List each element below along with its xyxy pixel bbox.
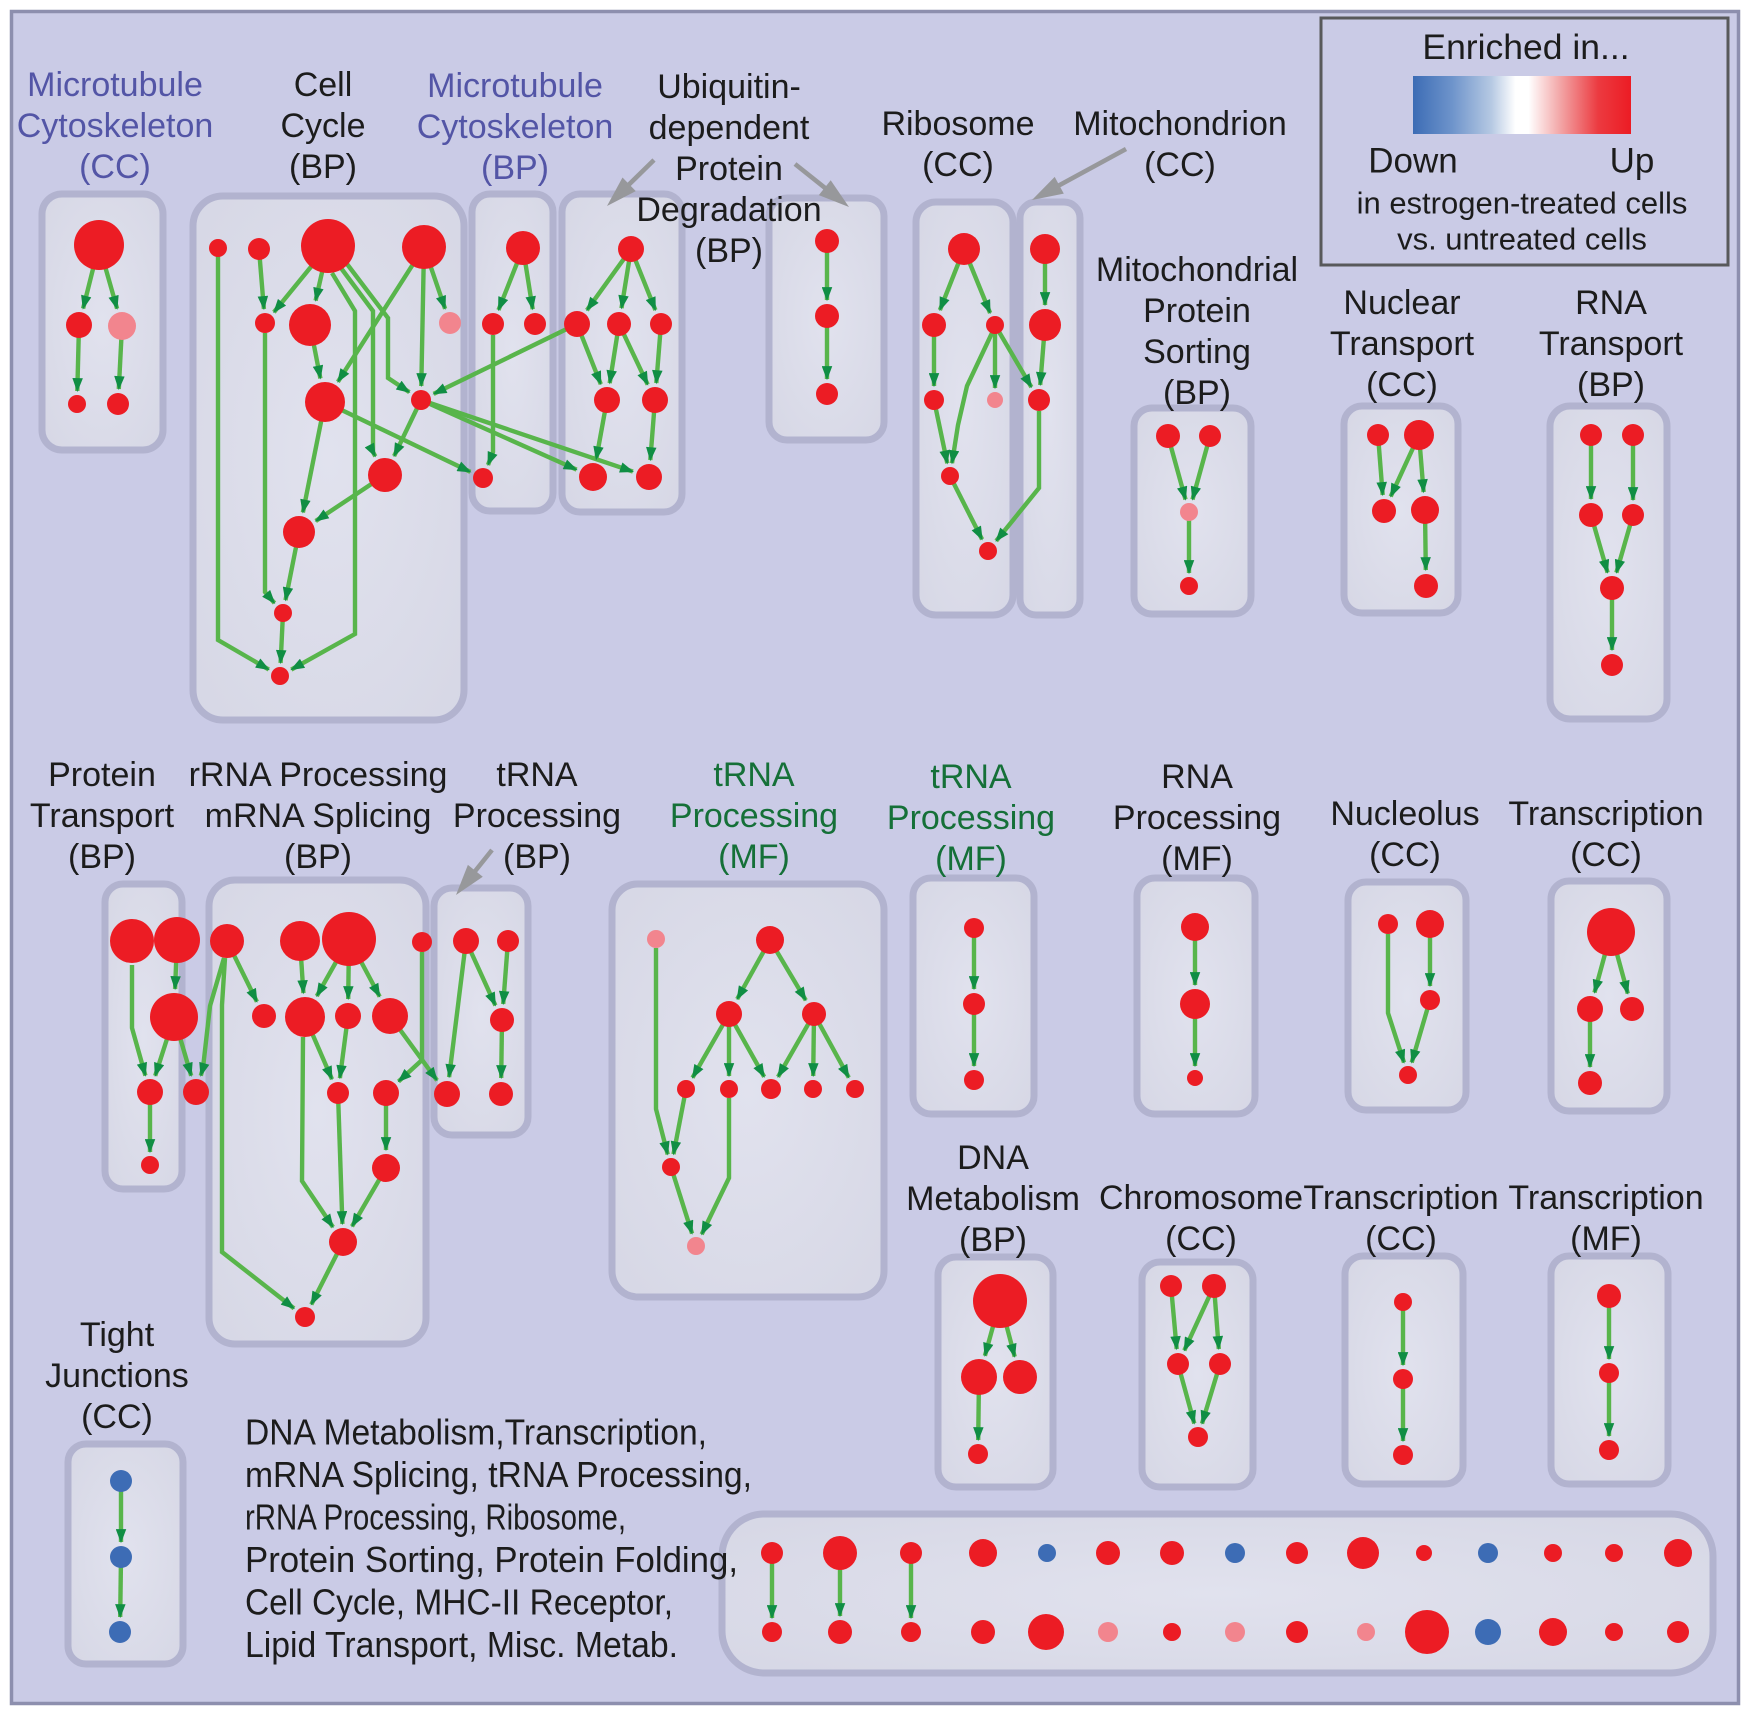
svg-text:Junctions: Junctions (45, 1357, 189, 1395)
svg-text:Microtubule: Microtubule (27, 66, 203, 104)
svg-text:vs. untreated cells: vs. untreated cells (1397, 222, 1647, 257)
svg-text:Protein: Protein (1143, 292, 1251, 330)
svg-text:mRNA Splicing, tRNA Processing: mRNA Splicing, tRNA Processing, (245, 1454, 752, 1495)
svg-text:Microtubule: Microtubule (427, 67, 603, 105)
svg-text:Ribosome: Ribosome (881, 105, 1034, 143)
svg-text:Chromosome: Chromosome (1099, 1179, 1303, 1217)
svg-text:(BP): (BP) (289, 148, 357, 186)
svg-text:Ubiquitin-: Ubiquitin- (657, 68, 801, 106)
svg-text:Sorting: Sorting (1143, 333, 1251, 371)
svg-text:Nuclear: Nuclear (1343, 284, 1460, 322)
svg-text:Cytoskeleton: Cytoskeleton (417, 108, 614, 146)
svg-text:(CC): (CC) (1570, 836, 1642, 874)
svg-text:Mitochondrion: Mitochondrion (1073, 105, 1287, 143)
svg-text:(BP): (BP) (503, 838, 571, 876)
svg-text:RNA: RNA (1575, 284, 1647, 322)
svg-text:(MF): (MF) (718, 838, 790, 876)
svg-text:(MF): (MF) (1570, 1220, 1642, 1258)
svg-text:in estrogen-treated cells: in estrogen-treated cells (1357, 186, 1688, 221)
svg-text:Transport: Transport (1539, 325, 1684, 363)
svg-text:Processing: Processing (887, 799, 1055, 837)
svg-text:Enriched in...: Enriched in... (1422, 27, 1629, 67)
svg-text:(CC): (CC) (1144, 146, 1216, 184)
svg-text:Protein: Protein (675, 150, 783, 188)
svg-text:Nucleolus: Nucleolus (1330, 795, 1479, 833)
svg-text:dependent: dependent (649, 109, 810, 147)
svg-text:(CC): (CC) (922, 146, 994, 184)
svg-text:Lipid Transport, Misc. Metab.: Lipid Transport, Misc. Metab. (245, 1624, 678, 1665)
svg-text:(BP): (BP) (695, 232, 763, 270)
svg-text:Cycle: Cycle (280, 107, 365, 145)
svg-text:(CC): (CC) (1369, 836, 1441, 874)
svg-text:Processing: Processing (670, 797, 838, 835)
svg-text:Protein: Protein (48, 756, 156, 794)
svg-text:(CC): (CC) (1365, 1220, 1437, 1258)
svg-text:RNA: RNA (1161, 758, 1233, 796)
svg-text:Transcription: Transcription (1508, 1179, 1703, 1217)
svg-text:(BP): (BP) (1577, 366, 1645, 404)
svg-text:Transport: Transport (1330, 325, 1475, 363)
svg-text:Transcription: Transcription (1508, 795, 1703, 833)
svg-text:tRNA: tRNA (496, 756, 578, 794)
svg-text:Processing: Processing (1113, 799, 1281, 837)
svg-text:Cell: Cell (294, 66, 353, 104)
svg-text:DNA: DNA (957, 1139, 1029, 1177)
svg-text:Down: Down (1368, 142, 1457, 181)
svg-text:Cytoskeleton: Cytoskeleton (17, 107, 214, 145)
svg-text:(CC): (CC) (1165, 1220, 1237, 1258)
svg-text:Transcription: Transcription (1303, 1179, 1498, 1217)
svg-text:(BP): (BP) (481, 149, 549, 187)
svg-text:(CC): (CC) (1366, 366, 1438, 404)
svg-text:tRNA: tRNA (930, 758, 1012, 796)
svg-text:(BP): (BP) (1163, 374, 1231, 412)
svg-text:Tight: Tight (80, 1316, 155, 1354)
svg-text:(BP): (BP) (959, 1221, 1027, 1259)
svg-text:rRNA Processing: rRNA Processing (189, 756, 448, 794)
svg-text:Up: Up (1610, 142, 1655, 181)
svg-text:(CC): (CC) (81, 1398, 153, 1436)
svg-text:Cell Cycle, MHC-II Receptor,: Cell Cycle, MHC-II Receptor, (245, 1582, 673, 1623)
svg-text:mRNA Splicing: mRNA Splicing (205, 797, 432, 835)
svg-text:(BP): (BP) (68, 838, 136, 876)
svg-text:Processing: Processing (453, 797, 621, 835)
svg-text:Mitochondrial: Mitochondrial (1096, 251, 1298, 289)
svg-text:DNA Metabolism,Transcription,: DNA Metabolism,Transcription, (245, 1412, 707, 1453)
svg-text:(MF): (MF) (1161, 840, 1233, 878)
svg-text:Degradation: Degradation (636, 191, 821, 229)
svg-text:Metabolism: Metabolism (906, 1180, 1080, 1218)
svg-text:(BP): (BP) (284, 838, 352, 876)
svg-text:tRNA: tRNA (713, 756, 795, 794)
svg-text:rRNA Processing, Ribosome,: rRNA Processing, Ribosome, (245, 1497, 626, 1538)
svg-text:(MF): (MF) (935, 840, 1007, 878)
svg-text:Transport: Transport (30, 797, 175, 835)
svg-text:(CC): (CC) (79, 148, 151, 186)
svg-text:Protein Sorting, Protein Foldi: Protein Sorting, Protein Folding, (245, 1539, 738, 1580)
